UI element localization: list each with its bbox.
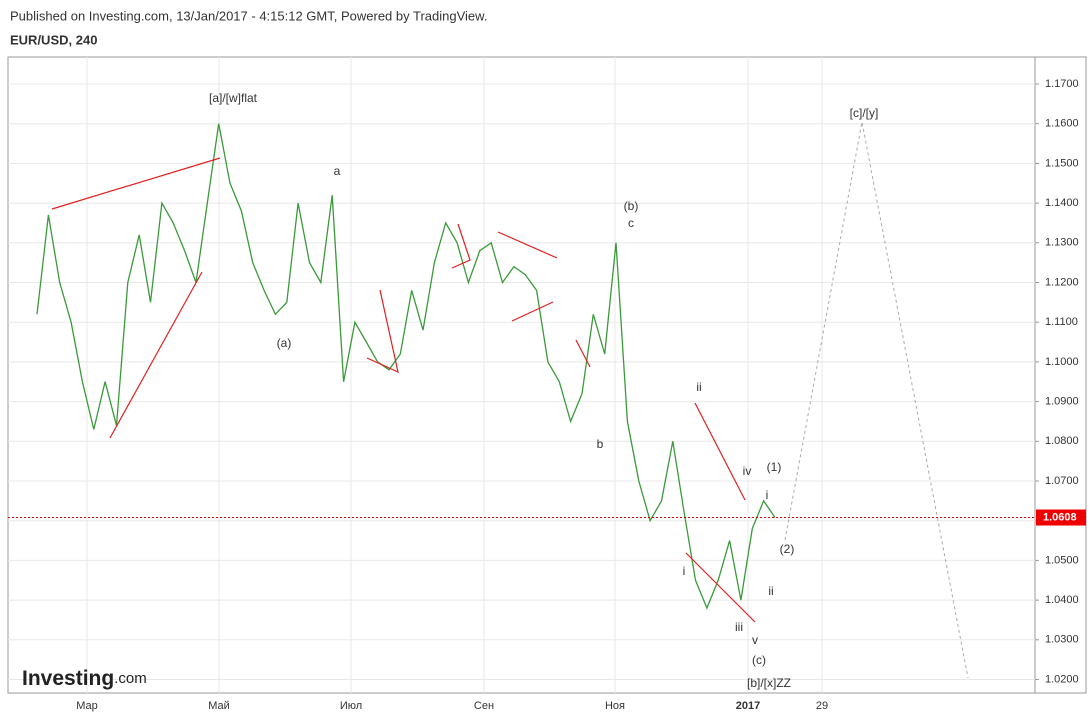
wave-label: (a) [277,336,292,350]
plot [8,57,1035,693]
last-price-label: 1.0608 [1043,511,1077,523]
projection [784,121,969,679]
y-tick-label: 1.1000 [1045,356,1079,368]
y-tick-label: 1.1100 [1045,316,1078,328]
wave-label: iii [735,620,743,634]
y-tick-label: 1.1200 [1045,276,1079,288]
trendlines [51,157,756,623]
wave-label: v [752,633,758,647]
wave-label: b [597,437,604,451]
x-tick-label: Июл [340,700,362,712]
wave-label: c [628,216,634,230]
wave-label: ii [768,584,773,598]
logo-brand: Investing [22,667,114,690]
chart-frame [7,56,1087,694]
last-price-box [1036,509,1086,526]
y-tick-label: 1.1700 [1045,78,1079,90]
logo: Investing.com [22,667,147,690]
x-tick-label: 29 [816,700,828,712]
wave-label: [b]/[x]ZZ [747,676,791,690]
y-tick-label: 1.0900 [1045,396,1079,408]
wave-label: (b) [624,199,639,213]
price-line [36,123,776,610]
wave-label: iv [743,464,752,478]
x-tick-label: Сен [474,700,494,712]
y-tick-label: 1.1500 [1045,157,1079,169]
y-tick-label: 1.1600 [1045,118,1079,130]
y-tick-label: 1.0400 [1045,594,1079,606]
y-tick-label: 1.0300 [1045,634,1079,646]
y-tick-label: 1.0200 [1045,673,1079,685]
y-tick-label: 1.1400 [1045,197,1079,209]
wave-label: i [766,488,769,502]
y-tick-label: 1.1300 [1045,237,1079,249]
symbol: EUR/USD, 240 [10,32,97,47]
y-tick-label: 1.0500 [1045,554,1079,566]
x-tick-label: 2017 [736,700,760,712]
wave-label: ii [696,380,701,394]
logo-suffix: .com [114,670,147,687]
published: Published on Investing.com, 13/Jan/2017 … [10,8,487,23]
x-tick-label: Май [208,700,230,712]
wave-label: (2) [780,542,795,556]
wave-label: a [334,164,341,178]
y-tick-label: 1.0700 [1045,475,1079,487]
wave-label: [c]/[y] [850,106,879,120]
wave-label: (c) [752,653,766,667]
wave-label: (1) [767,460,782,474]
x-tick-label: Мар [76,700,98,712]
wave-label: [a]/[w]flat [209,91,258,105]
x-tick-label: Ноя [605,700,625,712]
y-tick-label: 1.0800 [1045,435,1079,447]
wave-label: i [683,564,686,578]
